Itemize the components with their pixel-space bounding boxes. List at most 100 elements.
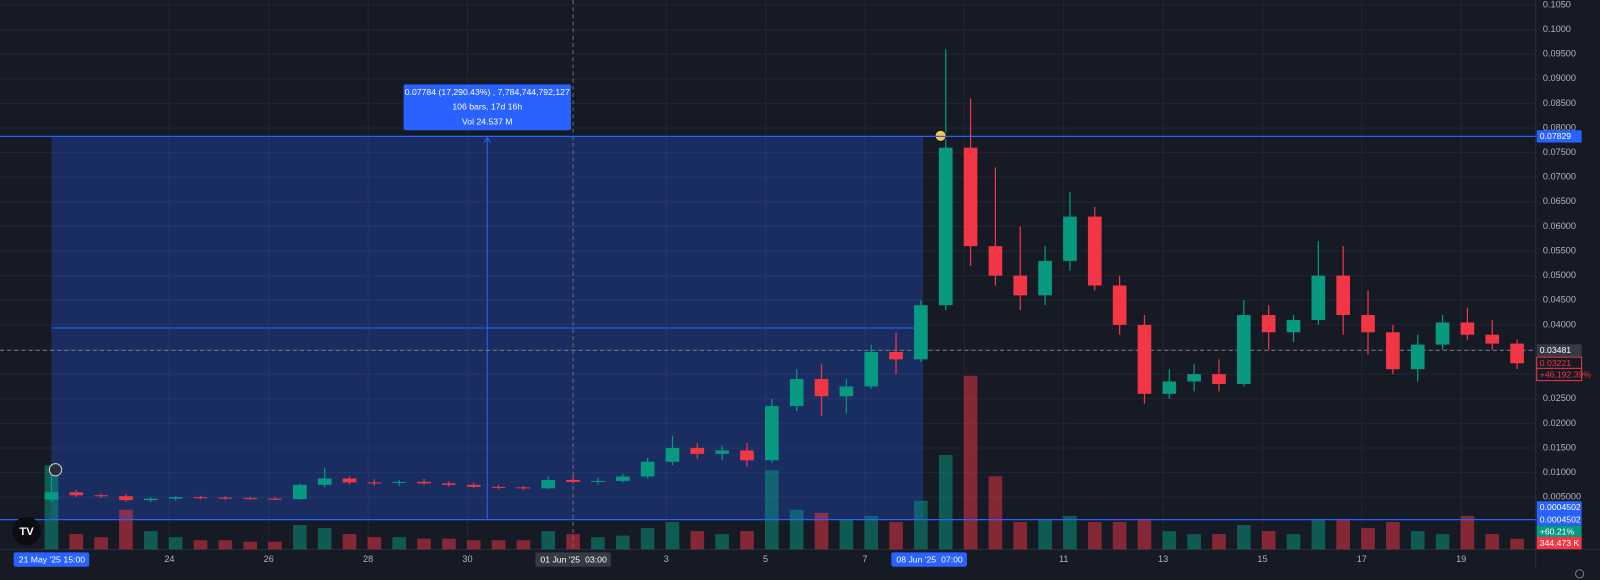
volume-bar xyxy=(1361,528,1375,550)
settings-icon[interactable] xyxy=(1575,569,1585,579)
y-tick-label: 0.07000 xyxy=(1543,172,1576,182)
price-line-label: 0.0004502 xyxy=(1540,514,1581,524)
x-marker-time: 07:00 xyxy=(941,554,963,564)
x-tick-label: 5 xyxy=(763,554,768,564)
volume-bar xyxy=(268,541,282,550)
y-tick-label: 0.1050 xyxy=(1543,0,1571,9)
price-line-label-box xyxy=(1536,501,1582,514)
volume-bar xyxy=(1336,518,1351,550)
volume-bar xyxy=(243,541,257,550)
volume-bar xyxy=(988,476,1003,550)
volume-bar xyxy=(1063,515,1077,550)
candle-body xyxy=(914,305,928,360)
candle-body xyxy=(317,478,332,485)
volume-bar xyxy=(44,465,59,550)
volume-bar xyxy=(342,534,357,550)
x-marker-box xyxy=(13,552,90,567)
candle-body xyxy=(1286,319,1301,333)
candle-body xyxy=(988,246,1003,276)
volume-bar xyxy=(1212,534,1226,550)
volume-bar xyxy=(119,509,133,550)
x-tick-label: 3 xyxy=(664,554,669,564)
x-tick-label: 26 xyxy=(264,554,274,564)
volume-bar xyxy=(1460,515,1475,550)
x-marker-box xyxy=(535,552,611,567)
volume-bar xyxy=(1485,534,1500,550)
volume-bar xyxy=(1286,534,1301,550)
y-tick-label: 0.05000 xyxy=(1543,270,1576,280)
volume-bar xyxy=(466,540,481,550)
x-tick-label: 19 xyxy=(1456,554,1466,564)
candle-body xyxy=(1336,275,1351,316)
volume-bar xyxy=(889,521,903,550)
y-tick-label: 0.04000 xyxy=(1543,319,1576,329)
candle-body xyxy=(417,481,431,484)
candle-body xyxy=(789,379,804,407)
candle-body xyxy=(864,351,879,387)
candle-body xyxy=(1311,275,1326,320)
y-tick-label: 0.01500 xyxy=(1543,442,1576,452)
candle-body xyxy=(94,495,108,497)
x-marker-date: 01 Jun '25 xyxy=(540,554,580,564)
price-line-label-box xyxy=(1536,130,1582,143)
candle-body xyxy=(1187,374,1201,382)
x-marker-date: 21 May '25 xyxy=(19,554,61,564)
volume-bar xyxy=(864,515,879,550)
y-tick-label: 0.09500 xyxy=(1543,49,1576,59)
measure-label: 106 bars, 17d 16h xyxy=(452,102,522,112)
candle-body xyxy=(1460,322,1475,335)
candle-body xyxy=(665,447,680,462)
candle-body xyxy=(591,480,605,482)
candle-body xyxy=(342,478,357,483)
y-tick-label: 0.06500 xyxy=(1543,196,1576,206)
x-tick-label: 28 xyxy=(363,554,373,564)
x-marker-time: 15:00 xyxy=(63,554,85,564)
candle-body xyxy=(765,406,779,461)
volume-bar xyxy=(442,538,456,550)
y-tick-label: 0.08500 xyxy=(1543,98,1576,108)
candle-body xyxy=(367,482,382,484)
y-tick-label: 0.05500 xyxy=(1543,245,1576,255)
volume-bar xyxy=(1013,521,1028,550)
volume-bar xyxy=(1236,525,1251,550)
candle-body xyxy=(1038,260,1052,296)
y-tick-label: 0.08000 xyxy=(1543,122,1576,132)
measure-label: Vol 24.537 M xyxy=(462,116,513,126)
volume-label: 344.473 K xyxy=(1540,538,1580,548)
candle-body xyxy=(1485,334,1500,344)
volume-bar xyxy=(690,531,705,550)
candle-body xyxy=(293,484,307,500)
candle-body xyxy=(1112,285,1127,325)
volume-bar xyxy=(1162,531,1177,550)
candle-body xyxy=(1162,381,1177,394)
volume-bar xyxy=(293,525,307,550)
price-axis-panel xyxy=(1535,0,1600,580)
volume-bar xyxy=(317,528,332,550)
y-tick-label: 0.1000 xyxy=(1543,24,1571,34)
candle-body xyxy=(615,476,630,481)
candle-body xyxy=(938,147,953,306)
y-tick-label: 0.02000 xyxy=(1543,418,1576,428)
y-tick-label: 0.06000 xyxy=(1543,221,1576,231)
volume-bar xyxy=(1261,531,1276,550)
volume-bar xyxy=(1038,518,1052,550)
candle-body xyxy=(715,450,729,454)
volume-bar xyxy=(69,534,84,550)
volume-bar xyxy=(938,454,953,550)
volume-bar xyxy=(615,535,630,550)
daily-change-label-box xyxy=(1536,525,1582,538)
candle-body xyxy=(243,498,257,500)
candle-body xyxy=(1361,315,1375,333)
candle-body xyxy=(541,479,556,489)
y-tick-label: 0.005000 xyxy=(1543,492,1581,502)
volume-bar xyxy=(814,512,829,550)
volume-bar xyxy=(392,537,407,550)
y-tick-label: 0.01000 xyxy=(1543,467,1576,477)
candle-body xyxy=(466,484,481,487)
candle-body xyxy=(1137,324,1152,394)
candle-body xyxy=(690,447,705,454)
volume-label-box xyxy=(1536,536,1582,550)
volume-bar xyxy=(1386,521,1400,550)
volume-bar xyxy=(218,540,233,550)
candle-body xyxy=(268,498,282,500)
